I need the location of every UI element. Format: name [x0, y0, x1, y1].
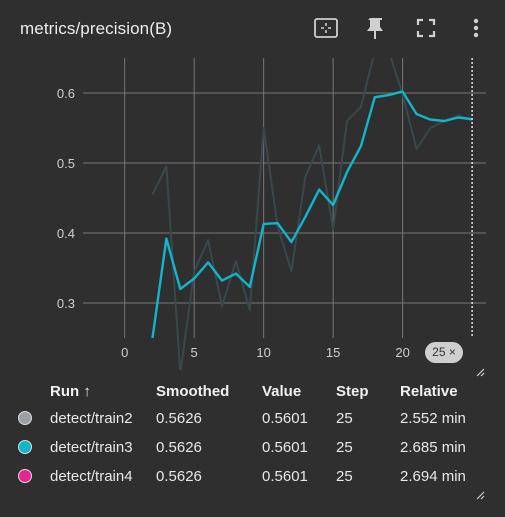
table-row: detect/train3 0.5626 0.5601 25 2.685 min	[18, 433, 490, 462]
x-tick-label: 10	[256, 345, 270, 360]
step-value: 25	[336, 410, 353, 427]
run-name: detect/train3	[50, 439, 133, 456]
top-mask	[0, 48, 505, 58]
smoothed-value: 0.5626	[156, 439, 202, 456]
run-color-cell	[18, 462, 50, 491]
smoothed-value: 0.5626	[156, 410, 202, 427]
pin-button[interactable]	[362, 14, 390, 42]
step-value: 25	[336, 468, 353, 485]
relative-time: 2.694 min	[400, 468, 466, 485]
y-tick-label: 0.4	[57, 226, 75, 241]
x-tick-label: 20	[395, 345, 409, 360]
card-title: metrics/precision(B)	[20, 19, 173, 38]
step-value: 25	[336, 439, 353, 456]
fit-domain-icon	[314, 18, 338, 38]
x-tick-label: 15	[326, 345, 340, 360]
run-color-dot	[18, 469, 32, 483]
run-color-dot	[18, 440, 32, 454]
y-tick-label: 0.5	[57, 156, 75, 171]
step-column-header[interactable]: Step	[336, 382, 369, 400]
smoothed-value: 0.5626	[156, 468, 202, 485]
relative-column-header[interactable]: Relative	[400, 382, 458, 400]
run-color-cell	[18, 433, 50, 462]
raw-value: 0.5601	[262, 410, 308, 427]
more-vert-icon	[473, 18, 479, 38]
x-tick-label: 5	[191, 345, 198, 360]
runs-table-header: Run ↑ Smoothed Value Step Relative	[18, 378, 490, 404]
pin-icon	[367, 18, 383, 39]
color-column-header	[18, 378, 50, 404]
table-resize-handle[interactable]	[475, 490, 485, 500]
relative-time: 2.552 min	[400, 410, 466, 427]
run-color-cell	[18, 404, 50, 433]
run-column-header[interactable]: Run ↑	[50, 382, 91, 400]
run-name: detect/train4	[50, 468, 133, 485]
line-chart[interactable]: 0.3 0.4 0.5 0.6 0 5 10 15 20	[0, 0, 505, 370]
x-tick-label: 0	[121, 345, 128, 360]
raw-value: 0.5601	[262, 439, 308, 456]
fit-domain-button[interactable]	[312, 14, 340, 42]
fullscreen-button[interactable]	[412, 14, 440, 42]
runs-table: Run ↑ Smoothed Value Step Relative detec…	[18, 378, 490, 491]
raw-value: 0.5601	[262, 468, 308, 485]
more-options-button[interactable]	[462, 14, 490, 42]
fullscreen-icon	[416, 18, 436, 38]
chart-ticks: 0.3 0.4 0.5 0.6 0 5 10 15 20	[57, 86, 410, 360]
chart-resize-handle[interactable]	[475, 367, 485, 377]
relative-time: 2.685 min	[400, 439, 466, 456]
step-badge[interactable]: 25 ×	[425, 342, 463, 363]
smoothed-series-line	[151, 90, 473, 339]
value-column-header[interactable]: Value	[262, 382, 302, 400]
chart-series	[0, 48, 505, 370]
run-color-dot	[18, 411, 32, 425]
y-tick-label: 0.3	[57, 296, 75, 311]
smoothed-column-header[interactable]: Smoothed	[156, 382, 230, 400]
raw-series-line	[151, 50, 473, 370]
table-row: detect/train4 0.5626 0.5601 25 2.694 min	[18, 462, 490, 491]
run-name: detect/train2	[50, 410, 133, 427]
y-tick-label: 0.6	[57, 86, 75, 101]
chart-grid	[83, 58, 486, 338]
table-row: detect/train2 0.5626 0.5601 25 2.552 min	[18, 404, 490, 433]
